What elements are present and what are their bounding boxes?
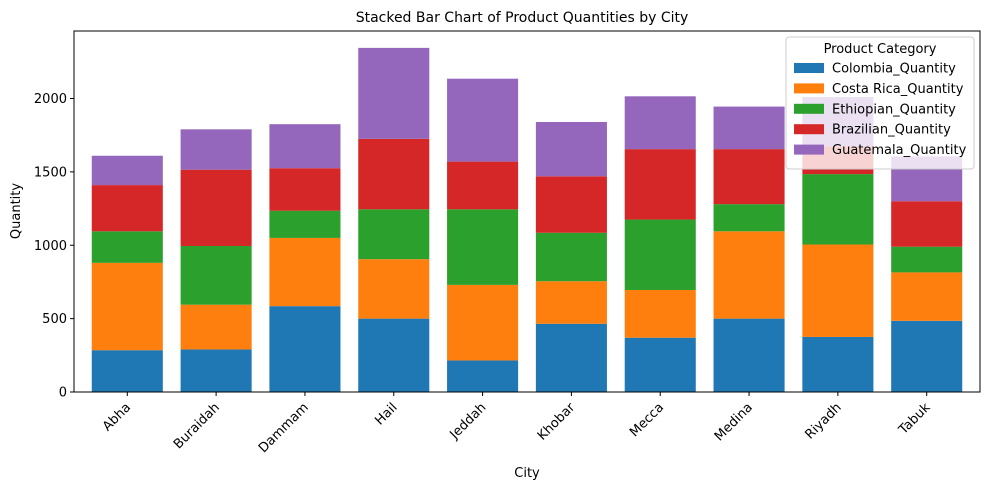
y-tick-label: 500 bbox=[42, 312, 67, 327]
legend-item: Ethiopian_Quantity bbox=[794, 102, 956, 117]
bar-segment bbox=[624, 290, 696, 338]
x-tick-label: Hail bbox=[372, 400, 400, 428]
bar-segment bbox=[269, 306, 341, 392]
bar-segment bbox=[91, 155, 163, 186]
bar-segment bbox=[358, 318, 430, 392]
bar-segment bbox=[447, 284, 519, 361]
x-tick-label: Tabuk bbox=[896, 400, 934, 438]
bar-segment bbox=[180, 169, 252, 246]
legend-swatch bbox=[794, 124, 824, 135]
bar-segment bbox=[713, 106, 785, 150]
bar-segment bbox=[535, 281, 607, 324]
legend-item: Costa Rica_Quantity bbox=[794, 82, 964, 97]
bar-segment bbox=[802, 336, 874, 392]
y-axis-label: Quantity bbox=[9, 183, 24, 239]
bar-segment bbox=[713, 318, 785, 392]
legend-item: Guatemala_Quantity bbox=[794, 143, 967, 158]
bar-segment bbox=[91, 231, 163, 263]
y-tick-label: 1500 bbox=[34, 165, 67, 180]
bar-segment bbox=[269, 124, 341, 169]
bar-segment bbox=[891, 246, 963, 273]
bar-segment bbox=[447, 360, 519, 392]
bar-segment bbox=[180, 349, 252, 392]
y-tick-label: 0 bbox=[59, 386, 67, 401]
legend-label: Costa Rica_Quantity bbox=[832, 82, 964, 97]
bar-segment bbox=[447, 161, 519, 210]
legend-swatch bbox=[794, 63, 824, 73]
x-tick-label: Riyadh bbox=[802, 400, 844, 442]
bar-segment bbox=[624, 96, 696, 150]
bar-segment bbox=[802, 174, 874, 245]
bar-segment bbox=[91, 262, 163, 351]
legend-label: Ethiopian_Quantity bbox=[832, 102, 956, 117]
bar-segment bbox=[891, 272, 963, 321]
x-tick-label: Jeddah bbox=[447, 400, 490, 443]
legend-item: Brazilian_Quantity bbox=[794, 123, 951, 138]
bar-segment bbox=[447, 78, 519, 162]
legend-swatch bbox=[794, 144, 824, 155]
y-tick-label: 2000 bbox=[34, 92, 67, 107]
bar-segment bbox=[535, 121, 607, 177]
legend-label: Colombia_Quantity bbox=[832, 62, 956, 77]
bar-segment bbox=[358, 138, 430, 210]
legend-swatch bbox=[794, 103, 824, 114]
bar-segment bbox=[535, 176, 607, 233]
x-tick-label: Mecca bbox=[627, 400, 667, 440]
legend-box bbox=[785, 36, 975, 170]
legend-label: Guatemala_Quantity bbox=[832, 143, 967, 158]
bar-segment bbox=[624, 337, 696, 392]
bar-segment bbox=[91, 350, 163, 392]
bar-segment bbox=[358, 259, 430, 319]
bar-segment bbox=[535, 323, 607, 392]
bars bbox=[91, 47, 963, 392]
bar-segment bbox=[713, 204, 785, 232]
bar-segment bbox=[447, 209, 519, 285]
bar-segment bbox=[535, 232, 607, 282]
bar-segment bbox=[180, 245, 252, 305]
bar-segment bbox=[180, 304, 252, 350]
x-tick-label: Dammam bbox=[256, 400, 312, 456]
bar-segment bbox=[358, 47, 430, 139]
x-tick-label: Buraidah bbox=[171, 400, 223, 452]
axes-frame bbox=[73, 30, 981, 393]
legend-swatch bbox=[794, 83, 824, 94]
legend-item: Colombia_Quantity bbox=[794, 62, 956, 77]
bar-segment bbox=[891, 201, 963, 247]
bar-segment bbox=[180, 129, 252, 170]
bar-segment bbox=[713, 149, 785, 205]
plot-area: 0 500 1000 1500 2000 Abha Buraidah Dammam Hail Je… bbox=[34, 30, 981, 456]
x-tick-label: Khobar bbox=[535, 400, 579, 444]
bar-segment bbox=[802, 244, 874, 337]
legend-title: Product Category bbox=[824, 42, 937, 57]
y-tick-label: 1000 bbox=[34, 239, 67, 254]
bar-segment bbox=[269, 237, 341, 307]
bar-segment bbox=[713, 231, 785, 319]
bar-segment bbox=[91, 185, 163, 232]
bar-segment bbox=[269, 168, 341, 211]
legend: Product Category Colombia_Quantity Costa R… bbox=[785, 36, 975, 170]
x-tick-label: Abha bbox=[100, 400, 134, 434]
bar-segment bbox=[358, 209, 430, 260]
bar-segment bbox=[624, 149, 696, 220]
chart-title: Stacked Bar Chart of Product Quantities … bbox=[356, 10, 689, 26]
bar-segment bbox=[624, 219, 696, 291]
bar-segment bbox=[891, 320, 963, 392]
legend-label: Brazilian_Quantity bbox=[832, 123, 951, 138]
bar-segment bbox=[269, 210, 341, 238]
x-axis-label: City bbox=[514, 466, 540, 481]
x-tick-label: Medina bbox=[712, 400, 756, 444]
